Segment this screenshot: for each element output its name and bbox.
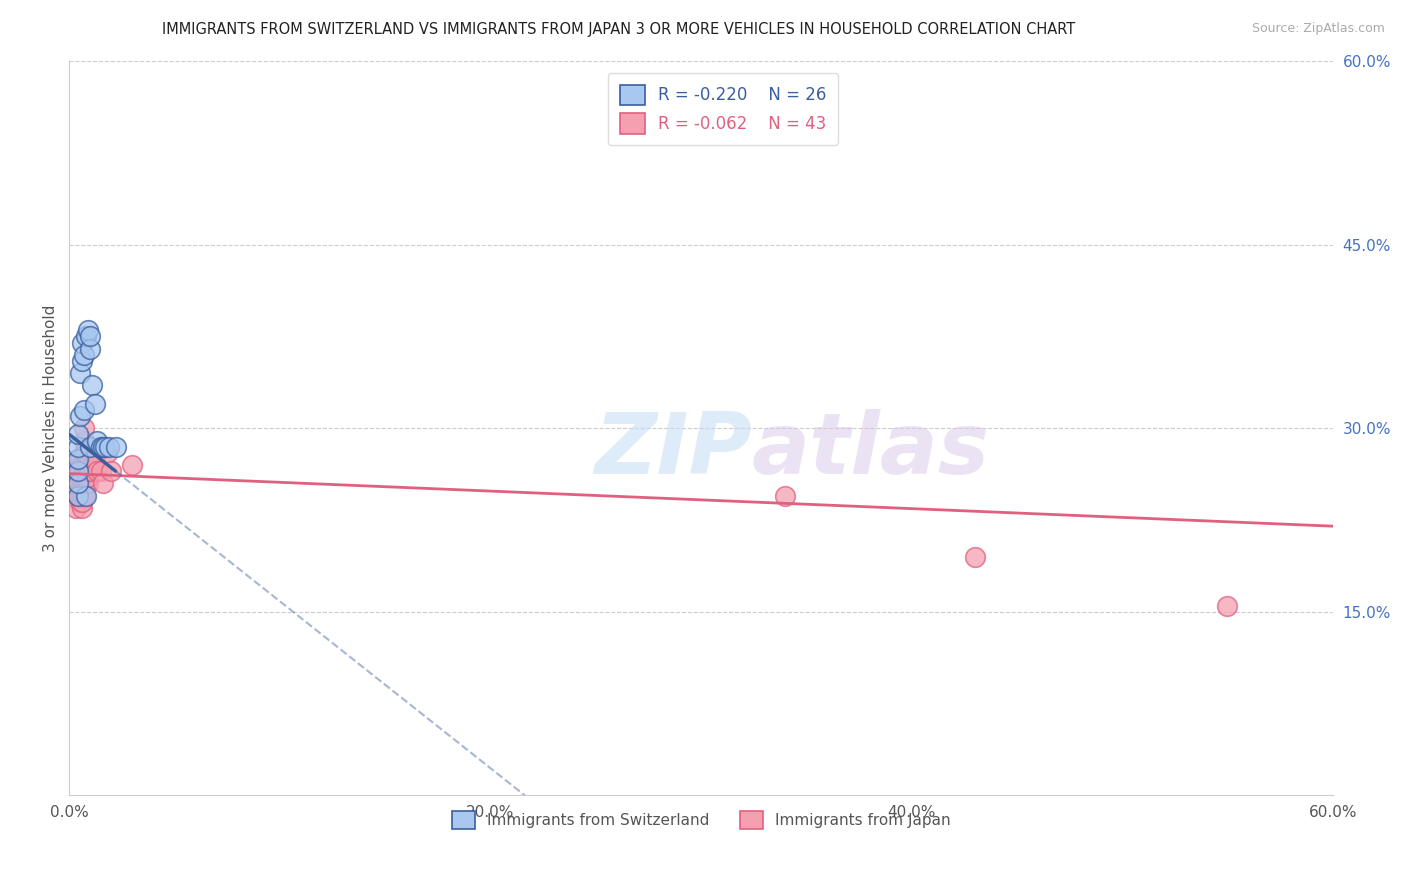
Point bbox=[94, 440, 117, 454]
Point bbox=[77, 458, 100, 472]
Point bbox=[96, 446, 118, 460]
Point bbox=[75, 446, 97, 460]
Point bbox=[66, 451, 89, 466]
Point bbox=[73, 489, 96, 503]
Point bbox=[69, 366, 91, 380]
Point bbox=[69, 451, 91, 466]
Point bbox=[69, 464, 91, 478]
Point bbox=[69, 494, 91, 508]
Text: atlas: atlas bbox=[752, 409, 990, 491]
Point bbox=[77, 476, 100, 491]
Point bbox=[83, 451, 105, 466]
Point bbox=[98, 440, 121, 454]
Point bbox=[82, 378, 104, 392]
Point bbox=[66, 427, 89, 442]
Point bbox=[75, 476, 97, 491]
Point bbox=[70, 489, 93, 503]
Point bbox=[82, 458, 104, 472]
Point bbox=[70, 470, 93, 484]
Point bbox=[104, 440, 127, 454]
Point bbox=[91, 440, 114, 454]
Point bbox=[73, 403, 96, 417]
Point bbox=[69, 409, 91, 423]
Point bbox=[77, 470, 100, 484]
Point bbox=[65, 500, 87, 515]
Point bbox=[66, 489, 89, 503]
Point bbox=[66, 464, 89, 478]
Point bbox=[75, 489, 97, 503]
Point bbox=[70, 476, 93, 491]
Point bbox=[79, 342, 101, 356]
Point bbox=[65, 483, 87, 497]
Text: Source: ZipAtlas.com: Source: ZipAtlas.com bbox=[1251, 22, 1385, 36]
Point bbox=[79, 329, 101, 343]
Point bbox=[70, 335, 93, 350]
Point bbox=[75, 464, 97, 478]
Text: IMMIGRANTS FROM SWITZERLAND VS IMMIGRANTS FROM JAPAN 3 OR MORE VEHICLES IN HOUSE: IMMIGRANTS FROM SWITZERLAND VS IMMIGRANT… bbox=[162, 22, 1076, 37]
Point bbox=[75, 329, 97, 343]
Point bbox=[70, 494, 93, 508]
Point bbox=[66, 489, 89, 503]
Point bbox=[69, 483, 91, 497]
Point bbox=[91, 476, 114, 491]
Point bbox=[75, 458, 97, 472]
Point bbox=[73, 434, 96, 448]
Point bbox=[73, 348, 96, 362]
Y-axis label: 3 or more Vehicles in Household: 3 or more Vehicles in Household bbox=[44, 304, 58, 552]
Point bbox=[90, 440, 112, 454]
Point bbox=[69, 489, 91, 503]
Point bbox=[83, 397, 105, 411]
Point bbox=[73, 476, 96, 491]
Point bbox=[86, 434, 108, 448]
Point bbox=[100, 464, 122, 478]
Text: ZIP: ZIP bbox=[593, 409, 752, 491]
Point bbox=[73, 464, 96, 478]
Point bbox=[963, 549, 986, 564]
Point bbox=[70, 458, 93, 472]
Point bbox=[79, 464, 101, 478]
Point bbox=[1216, 599, 1239, 613]
Point bbox=[66, 470, 89, 484]
Point bbox=[66, 440, 89, 454]
Point bbox=[69, 476, 91, 491]
Point bbox=[66, 476, 89, 491]
Legend: Immigrants from Switzerland, Immigrants from Japan: Immigrants from Switzerland, Immigrants … bbox=[446, 805, 956, 836]
Point bbox=[77, 323, 100, 337]
Point bbox=[79, 440, 101, 454]
Point bbox=[66, 458, 89, 472]
Point bbox=[73, 446, 96, 460]
Point bbox=[70, 354, 93, 368]
Point bbox=[77, 464, 100, 478]
Point bbox=[86, 464, 108, 478]
Point bbox=[773, 489, 796, 503]
Point bbox=[70, 500, 93, 515]
Point bbox=[121, 458, 143, 472]
Point bbox=[73, 421, 96, 435]
Point bbox=[90, 464, 112, 478]
